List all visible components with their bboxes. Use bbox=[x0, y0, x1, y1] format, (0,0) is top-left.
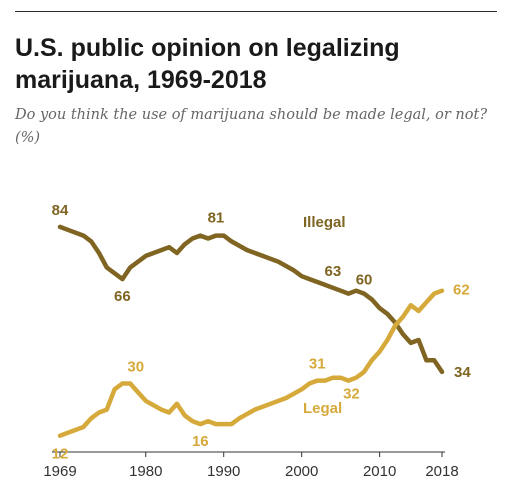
x-tick-label: 2010 bbox=[363, 463, 396, 480]
data-label-legal-2018: 62 bbox=[453, 282, 470, 299]
data-label-illegal-2018: 34 bbox=[454, 364, 471, 381]
data-label-legal-2002: 31 bbox=[309, 356, 326, 373]
top-rule bbox=[15, 11, 497, 12]
x-tick-label: 2000 bbox=[285, 463, 318, 480]
chart-subtitle: Do you think the use of marijuana should… bbox=[15, 107, 488, 146]
data-label-legal-1977: 30 bbox=[127, 359, 144, 376]
data-label-illegal-1977: 66 bbox=[114, 288, 131, 305]
data-label-illegal-1989: 81 bbox=[208, 210, 225, 227]
series-line-illegal bbox=[57, 224, 445, 375]
x-tick-label: 1980 bbox=[129, 463, 162, 480]
series-label-illegal: Illegal bbox=[303, 214, 346, 231]
data-label-illegal-1969: 84 bbox=[52, 202, 69, 219]
data-label-legal-1987: 16 bbox=[192, 433, 209, 450]
x-tick-label: 2018 bbox=[425, 463, 458, 480]
data-label-legal-2006: 32 bbox=[343, 386, 360, 403]
x-tick-label: 1969 bbox=[43, 463, 76, 480]
series-label-legal: Legal bbox=[303, 400, 342, 417]
data-label-illegal-2004: 63 bbox=[325, 263, 342, 280]
x-tick-label: 1990 bbox=[207, 463, 240, 480]
data-label-illegal-2008: 60 bbox=[356, 272, 373, 289]
data-label-legal-1969: 12 bbox=[52, 446, 69, 463]
chart-title: U.S. public opinion on legalizing mariju… bbox=[15, 34, 400, 94]
series-line-legal bbox=[57, 288, 445, 438]
